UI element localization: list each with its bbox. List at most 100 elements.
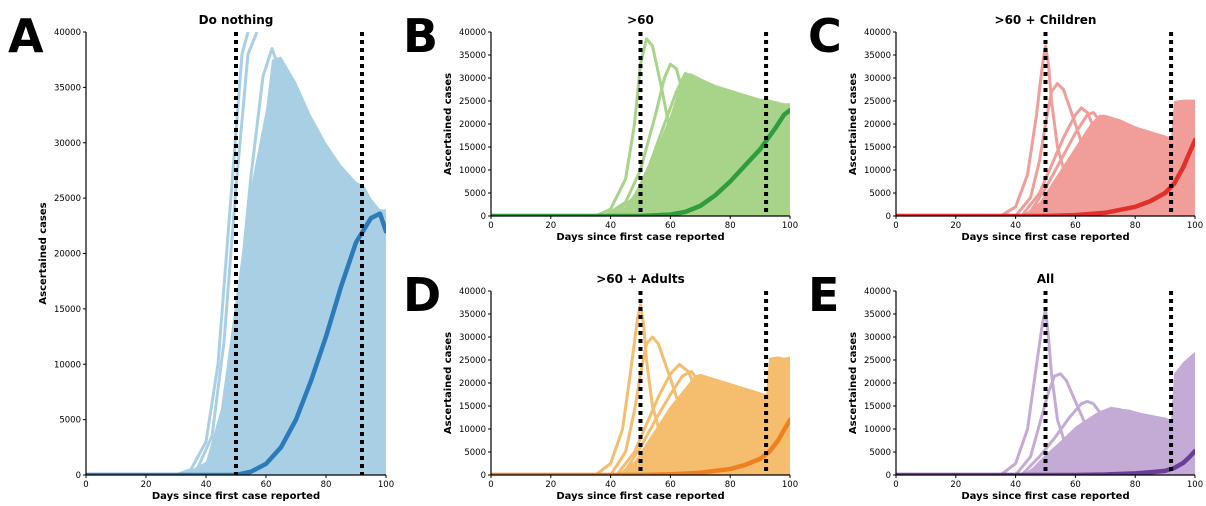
plot-area — [896, 307, 1195, 475]
peak-curve-2 — [1014, 372, 1089, 475]
peak-curve-3 — [1020, 399, 1107, 475]
panel-letter: D — [403, 268, 441, 322]
x-tick-label: 0 — [893, 221, 898, 231]
peak-curve-1 — [595, 37, 687, 216]
uncertainty-band — [1021, 99, 1195, 216]
panel-title: Do nothing — [199, 13, 274, 27]
y-tick-label: 40000 — [864, 28, 891, 38]
x-tick-label: 0 — [893, 480, 898, 490]
peak-curve-2 — [1014, 82, 1089, 216]
x-tick-label: 20 — [545, 480, 556, 490]
panel-b: 0 20 40 60 80 100 0 5000 10000 15000 20000 25000 300… — [403, 9, 798, 243]
peak-curve-4 — [621, 370, 702, 475]
y-tick-label: 15000 — [459, 143, 486, 153]
y-tick-label: 40000 — [459, 287, 486, 297]
panel-d: 0 20 40 60 80 100 0 5000 10000 15000 20000 25000 300… — [403, 268, 798, 502]
y-tick-label: 20000 — [54, 250, 81, 260]
peak-curve-1 — [594, 303, 672, 475]
x-tick-label: 100 — [1187, 480, 1203, 490]
panel-title: >60 + Adults — [596, 272, 685, 286]
y-tick-label: 30000 — [459, 74, 486, 84]
y-tick-label: 10000 — [459, 166, 486, 176]
y-tick-label: 35000 — [864, 310, 891, 320]
peak-curve-1 — [175, 32, 250, 475]
x-tick-label: 40 — [1010, 221, 1021, 231]
panel-letter: C — [808, 9, 842, 63]
y-axis-label: Ascertained cases — [848, 332, 859, 434]
x-tick-label: 60 — [1070, 480, 1081, 490]
uncertainty-band — [182, 56, 386, 475]
x-tick-label: 20 — [545, 221, 556, 231]
peak-curve-4 — [1026, 406, 1131, 475]
y-tick-label: 10000 — [864, 166, 891, 176]
y-tick-label: 5000 — [59, 416, 81, 426]
panel-title: >60 + Children — [995, 13, 1097, 27]
peak-curve-2 — [181, 32, 259, 475]
y-tick-label: 10000 — [864, 425, 891, 435]
peak-curve-2 — [609, 335, 684, 475]
y-tick-label: 35000 — [54, 83, 81, 93]
y-tick-label: 30000 — [54, 139, 81, 149]
y-tick-label: 5000 — [464, 448, 486, 458]
uncertainty-band — [610, 73, 790, 216]
x-tick-label: 100 — [378, 480, 394, 490]
y-tick-label: 0 — [886, 212, 891, 222]
x-tick-label: 100 — [1187, 221, 1203, 231]
y-tick-label: 25000 — [864, 97, 891, 107]
x-tick-label: 80 — [321, 480, 332, 490]
x-tick-label: 0 — [83, 480, 88, 490]
y-tick-label: 5000 — [464, 189, 486, 199]
x-tick-label: 20 — [141, 480, 152, 490]
x-tick-label: 40 — [1010, 480, 1021, 490]
panel-letter: E — [808, 268, 839, 322]
x-axis-label: Days since first case reported — [152, 491, 320, 502]
y-tick-label: 0 — [481, 471, 486, 481]
y-tick-label: 0 — [481, 212, 486, 222]
x-axis-label: Days since first case reported — [556, 491, 724, 502]
x-tick-label: 0 — [488, 480, 493, 490]
x-tick-label: 80 — [1130, 221, 1141, 231]
main-curve — [896, 137, 1195, 216]
y-tick-label: 5000 — [869, 189, 891, 199]
uncertainty-band — [616, 356, 790, 475]
plot-area — [896, 44, 1195, 216]
x-tick-label: 80 — [1130, 480, 1141, 490]
x-axis-label: Days since first case reported — [556, 232, 724, 243]
y-tick-label: 15000 — [54, 305, 81, 315]
x-tick-label: 40 — [605, 480, 616, 490]
peak-curve-3 — [1020, 106, 1098, 216]
main-curve — [491, 107, 790, 216]
y-tick-label: 35000 — [864, 51, 891, 61]
y-tick-label: 20000 — [459, 120, 486, 130]
panel-title: All — [1037, 272, 1055, 286]
peak-curve-2 — [603, 62, 696, 216]
x-tick-label: 80 — [725, 221, 736, 231]
y-tick-label: 10000 — [54, 360, 81, 370]
x-axis-label: Days since first case reported — [961, 491, 1129, 502]
y-tick-label: 20000 — [864, 379, 891, 389]
y-tick-label: 25000 — [459, 356, 486, 366]
x-tick-label: 60 — [1070, 221, 1081, 231]
x-tick-label: 20 — [950, 221, 961, 231]
y-axis-label: Ascertained cases — [38, 202, 49, 304]
x-tick-label: 40 — [605, 221, 616, 231]
peak-curve-3 — [190, 47, 286, 475]
panel-e: 0 20 40 60 80 100 0 5000 10000 15000 20000 25000 300… — [808, 268, 1203, 502]
y-tick-label: 25000 — [459, 97, 486, 107]
x-tick-label: 40 — [201, 480, 212, 490]
x-tick-label: 100 — [782, 221, 798, 231]
y-tick-label: 10000 — [459, 425, 486, 435]
y-axis-label: Ascertained cases — [443, 332, 454, 434]
y-tick-label: 0 — [76, 471, 81, 481]
x-tick-label: 60 — [261, 480, 272, 490]
y-tick-label: 25000 — [864, 356, 891, 366]
y-tick-label: 15000 — [459, 402, 486, 412]
y-tick-label: 0 — [886, 471, 891, 481]
y-tick-label: 40000 — [459, 28, 486, 38]
x-tick-label: 60 — [665, 221, 676, 231]
y-tick-label: 20000 — [864, 120, 891, 130]
panel-a: 0 20 40 60 80 100 0 5000 10000 15000 20000 25000 300… — [8, 9, 394, 502]
panel-letter: A — [8, 9, 44, 63]
x-tick-label: 0 — [488, 221, 493, 231]
